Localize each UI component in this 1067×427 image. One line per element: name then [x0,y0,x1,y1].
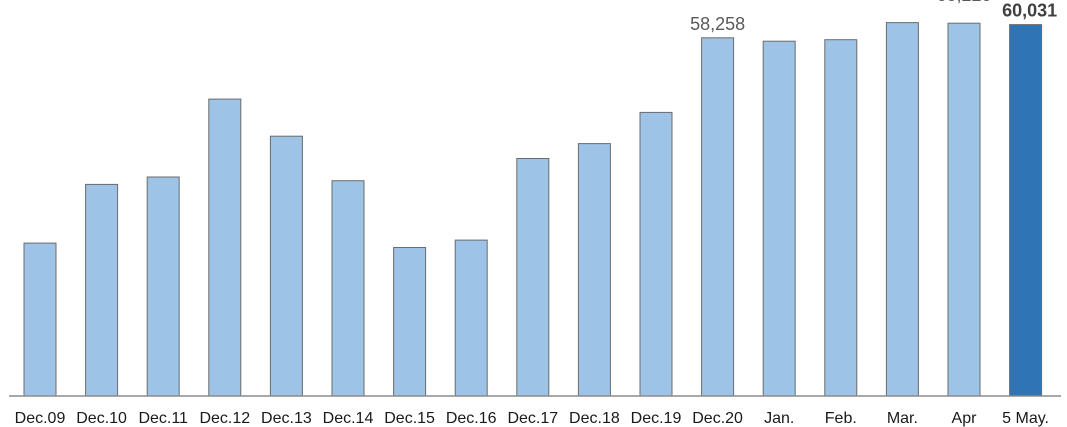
bar-dec-18 [577,143,611,397]
x-tick-label: Dec.18 [569,410,620,427]
x-tick-label: Dec.10 [76,410,127,427]
bar-dec-12 [208,98,242,397]
bar-dec-19 [639,111,673,397]
x-tick-label: Mar. [887,410,918,427]
bar-dec-17 [516,158,550,397]
bar-dec-11 [146,176,180,397]
bar-dec-13 [269,135,303,397]
data-label-11: 58,258 [690,14,745,34]
bar-dec-14 [331,180,365,397]
bar-5-may [1009,24,1043,397]
bar-dec-16 [454,239,488,397]
bar-dec-09 [23,242,57,397]
x-tick-label: Dec.17 [507,410,558,427]
x-tick-labels: Dec.09 Dec.10 Dec.11 Dec.12 Dec.13 Dec.14 Dec.… [15,410,1049,427]
x-tick-label: Dec.13 [261,410,312,427]
x-tick-label: Dec.15 [384,410,435,427]
bar-mar [885,22,919,397]
x-tick-label: Feb. [825,410,857,427]
x-tick-label: Dec.20 [692,410,743,427]
bar-apr [947,22,981,397]
x-tick-label: 5 May. [1002,410,1049,427]
x-tick-label: Dec.09 [15,410,66,427]
bar-dec-10 [85,183,119,397]
data-label-15: 60,220 [936,0,991,5]
x-tick-label: Dec.11 [138,410,188,427]
data-labels: 58,258 60,220 60,031 [690,0,1057,34]
x-tick-label: Dec.12 [199,410,250,427]
bar-feb [824,39,858,397]
x-tick-label: Dec.16 [446,410,497,427]
x-tick-label: Dec.14 [323,410,374,427]
bar-jan [762,40,796,397]
bars-group [23,22,1043,397]
bar-dec-15 [393,247,427,397]
data-label-16: 60,031 [1002,1,1057,21]
bar-dec-20 [701,37,735,397]
x-tick-label: Jan. [764,410,794,427]
x-tick-label: Apr [952,410,978,427]
x-tick-label: Dec.19 [631,410,682,427]
